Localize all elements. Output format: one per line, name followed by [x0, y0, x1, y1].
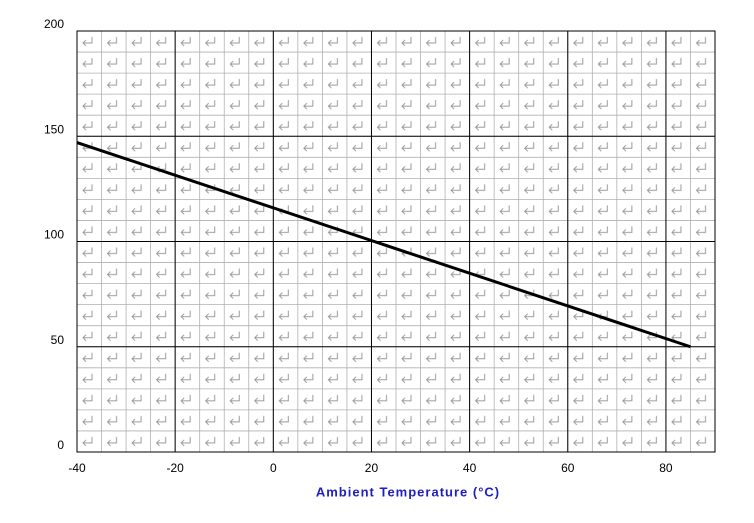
- y-tick-label: 0: [57, 438, 64, 452]
- plot-frame: [76, 30, 716, 453]
- x-tick-label: 80: [659, 461, 673, 475]
- y-tick-label: 200: [44, 17, 64, 31]
- x-tick-label: 40: [463, 461, 477, 475]
- line: [76, 141, 691, 349]
- x-axis-label: Ambient Temperature (°C): [316, 484, 500, 499]
- x-tick-label: 60: [561, 461, 575, 475]
- x-tick-label: 0: [270, 461, 277, 475]
- x-tick-label: -40: [68, 461, 86, 475]
- y-tick-label: 50: [51, 333, 65, 347]
- y-tick-label: 100: [44, 228, 64, 242]
- x-tick-label: 20: [365, 461, 379, 475]
- x-tick-label: -20: [166, 461, 184, 475]
- y-tick-label: 150: [44, 122, 64, 136]
